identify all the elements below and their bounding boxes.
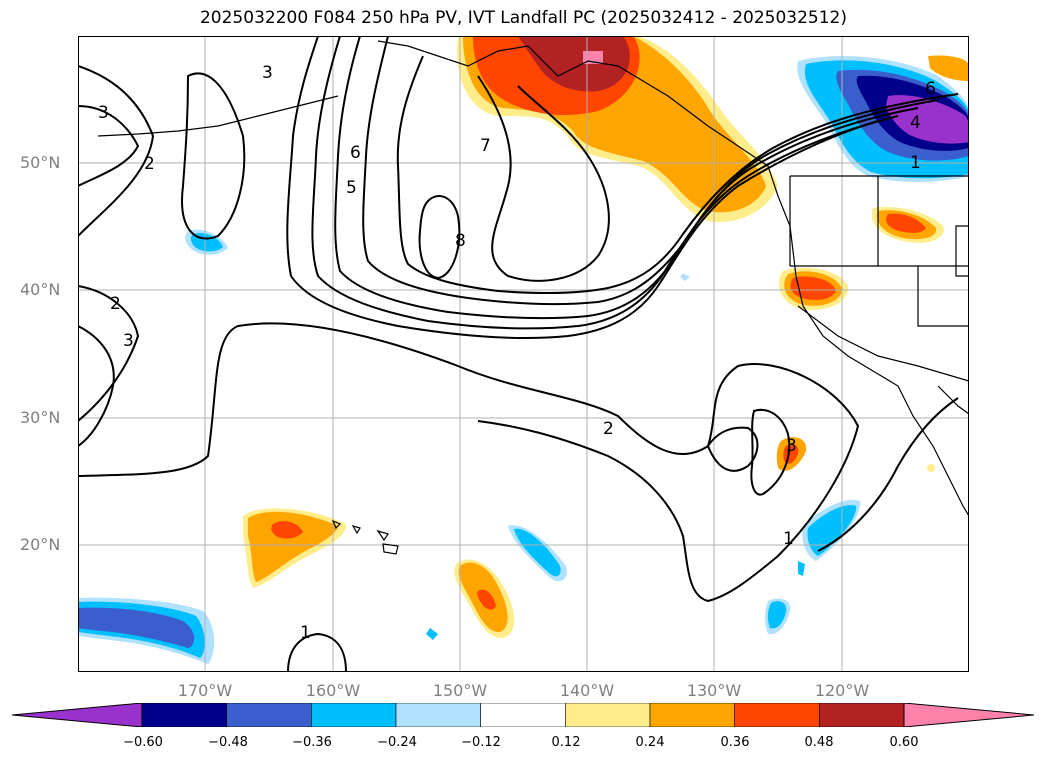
pv-contours: [78, 36, 959, 672]
colorbar-cell: [819, 703, 905, 727]
colorbar: [12, 703, 1034, 727]
contour-label: 4: [910, 113, 921, 133]
map-plot: 3 2 2 3 3 6 5 7 8 2 1 1 3 6 4 1: [78, 36, 969, 672]
lon-label-150w: 150°W: [432, 681, 488, 700]
lon-label-130w: 130°W: [686, 681, 742, 700]
colorbar-min-extend: [12, 703, 143, 727]
colorbar-tick: −0.60: [123, 735, 163, 750]
contour-label: 2: [144, 154, 155, 174]
colorbar-cell: [395, 703, 481, 727]
gridlines: [78, 36, 969, 672]
colorbar-tick: 0.12: [551, 735, 581, 750]
colorbar-cell: [311, 703, 397, 727]
map-title: 2025032200 F084 250 hPa PV, IVT Landfall…: [199, 8, 847, 28]
colorbar-cell: [480, 703, 566, 727]
colorbar-tick: −0.12: [461, 735, 501, 750]
colorbar-tick: 0.48: [804, 735, 834, 750]
colorbar-tick: −0.36: [292, 735, 332, 750]
lat-label-50n: 50°N: [20, 153, 61, 172]
lon-label-140w: 140°W: [559, 681, 615, 700]
contour-label: 5: [346, 178, 357, 198]
contour-label: 1: [300, 623, 311, 643]
lon-label-160w: 160°W: [305, 681, 361, 700]
ivt-positive-shading: [243, 36, 944, 639]
contour-label: 3: [262, 63, 273, 83]
colorbar-max-extend: [903, 703, 1034, 727]
colorbar-cell: [565, 703, 651, 727]
lat-label-30n: 30°N: [20, 408, 61, 427]
contour-label: 1: [783, 529, 794, 549]
lon-label-120w: 120°W: [814, 681, 870, 700]
colorbar-tick: 0.24: [635, 735, 665, 750]
lat-label-20n: 20°N: [20, 535, 61, 554]
colorbar-tick: 0.36: [720, 735, 750, 750]
contour-label: 2: [603, 419, 614, 439]
contour-label: 7: [480, 136, 491, 156]
colorbar-tick: 0.60: [889, 735, 919, 750]
lon-label-170w: 170°W: [177, 681, 233, 700]
contour-label: 3: [98, 103, 109, 123]
contour-label: 3: [786, 436, 797, 456]
contour-label: 2: [110, 294, 121, 314]
colorbar-tick: −0.48: [208, 735, 248, 750]
colorbar-cell: [734, 703, 820, 727]
contour-label: 1: [910, 153, 921, 173]
colorbar-cell: [226, 703, 312, 727]
colorbar-cells: [141, 703, 905, 727]
contour-label: 6: [350, 143, 361, 163]
ivt-negative-shading: [78, 55, 969, 664]
contour-labels: 3 2 2 3 3 6 5 7 8 2 1 1 3 6 4 1: [98, 63, 936, 643]
colorbar-cell: [141, 703, 227, 727]
lat-label-40n: 40°N: [20, 280, 61, 299]
contour-label: 6: [925, 79, 936, 99]
contour-label: 3: [123, 331, 134, 351]
colorbar-tick: −0.24: [377, 735, 417, 750]
contour-label: 8: [455, 231, 466, 251]
colorbar-cell: [649, 703, 735, 727]
